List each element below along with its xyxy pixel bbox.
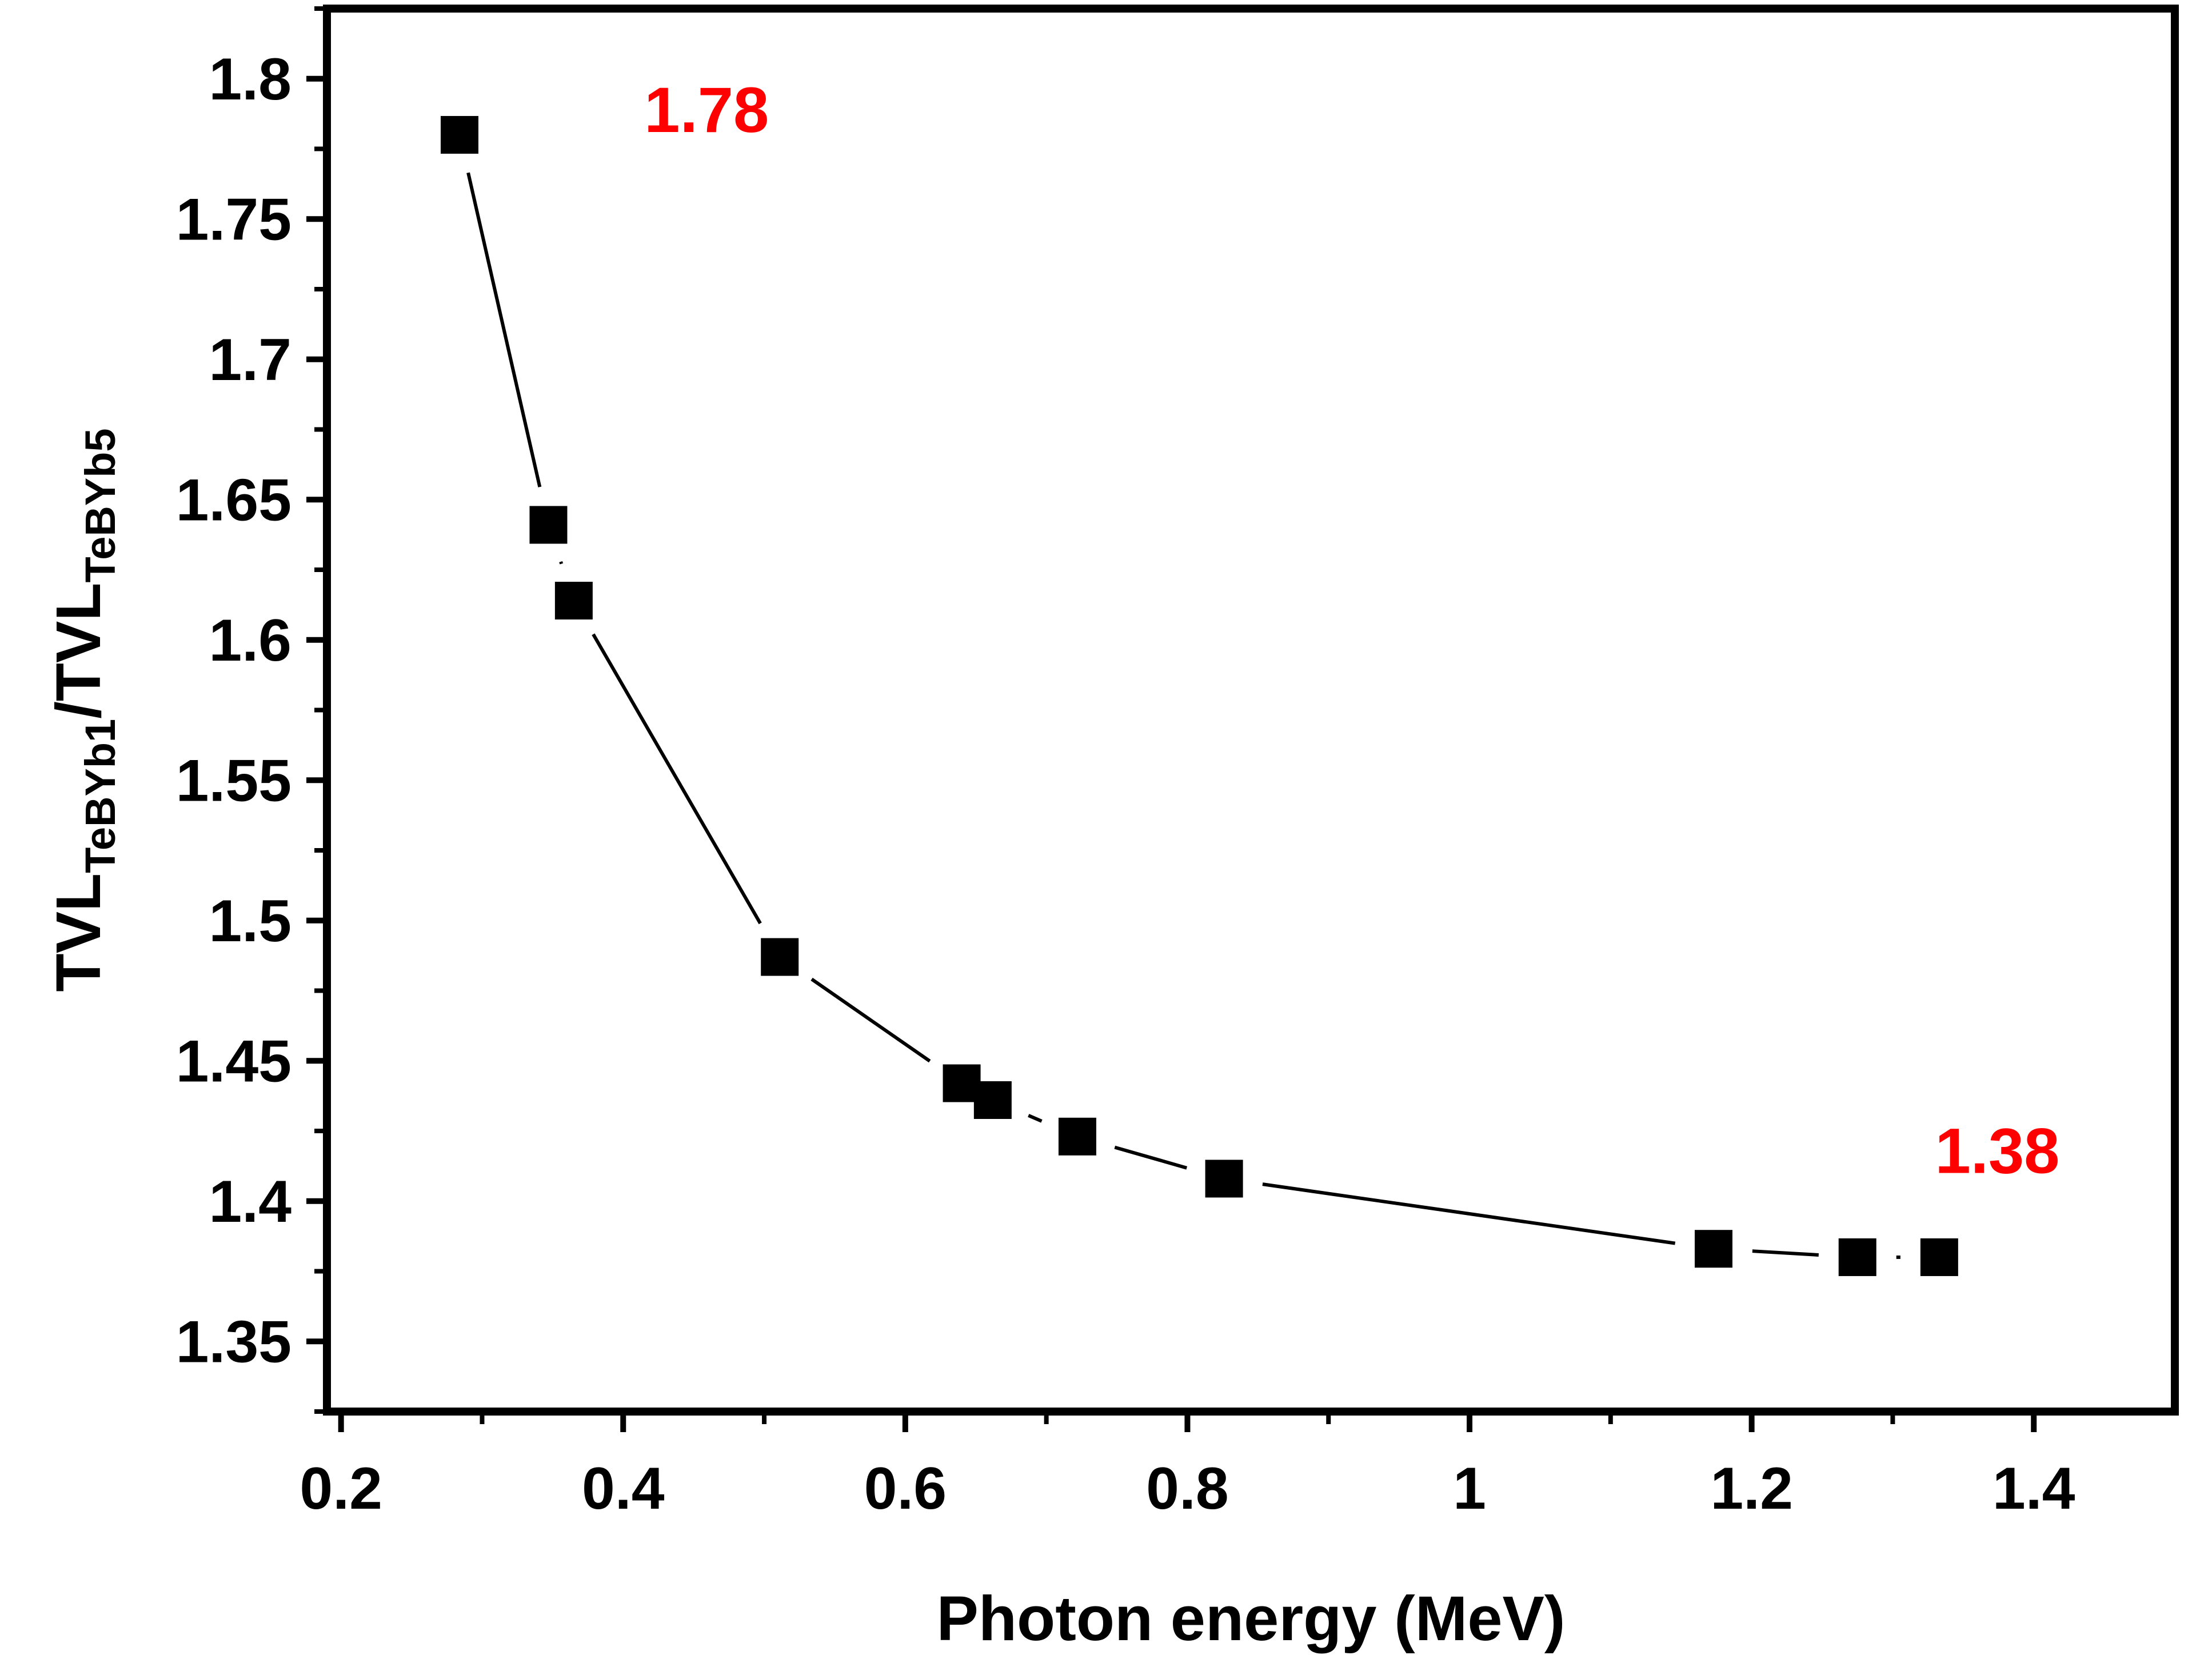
y-axis-ticks: 1.35 1.4 1.45 1.5 1.55 1.6 1.65 1.7 1.75 1.8 bbox=[176, 6, 327, 1414]
series-line-segment bbox=[1114, 1145, 1188, 1170]
data-point bbox=[554, 582, 593, 620]
y-tick-label: 1.6 bbox=[209, 607, 292, 674]
x-tick-label: 1.4 bbox=[1993, 1456, 2075, 1522]
data-point bbox=[761, 938, 799, 976]
y-axis-title-part: /TVL bbox=[43, 582, 114, 718]
x-axis-ticks: 0.2 0.4 0.6 0.8 1 1.2 1.4 bbox=[300, 1412, 2075, 1522]
data-point bbox=[1838, 1238, 1876, 1276]
x-axis-title: Photon energy (MeV) bbox=[936, 1584, 1565, 1654]
x-tick-label: 1 bbox=[1453, 1456, 1486, 1522]
data-point bbox=[440, 115, 478, 154]
y-tick-label: 1.4 bbox=[209, 1169, 292, 1235]
y-tick-label: 1.7 bbox=[209, 327, 292, 393]
series-line-segment bbox=[1752, 1249, 1819, 1257]
data-label: 1.38 bbox=[1935, 1116, 2059, 1187]
y-axis-title: TVLTeBYb1/TVLTeBYb5 bbox=[43, 428, 124, 992]
x-tick-label: 1.2 bbox=[1710, 1456, 1793, 1522]
y-tick-label: 1.35 bbox=[176, 1309, 292, 1375]
data-point bbox=[1920, 1238, 1958, 1276]
y-axis-title-part: TVL bbox=[43, 873, 114, 992]
y-tick-label: 1.8 bbox=[209, 46, 292, 113]
data-point bbox=[973, 1081, 1012, 1119]
series-line-segment bbox=[810, 977, 931, 1063]
data-label: 1.78 bbox=[644, 74, 769, 146]
series-line-segment bbox=[1262, 1182, 1676, 1245]
data-point bbox=[1205, 1160, 1243, 1198]
data-point bbox=[1058, 1117, 1096, 1156]
y-tick-label: 1.5 bbox=[209, 888, 292, 954]
y-axis-title-subscript: TeBYb5 bbox=[77, 428, 124, 582]
x-tick-label: 0.8 bbox=[1146, 1456, 1229, 1522]
x-tick-label: 0.2 bbox=[300, 1456, 382, 1522]
y-tick-label: 1.65 bbox=[176, 467, 292, 533]
plot-frame bbox=[323, 5, 2179, 1416]
data-point bbox=[529, 506, 568, 544]
data-point bbox=[1694, 1230, 1732, 1268]
y-tick-label: 1.75 bbox=[176, 186, 292, 253]
series-line bbox=[466, 172, 1900, 1259]
y-tick-label: 1.55 bbox=[176, 747, 292, 814]
series-markers bbox=[440, 115, 1958, 1276]
annotations: 1.78 1.38 bbox=[644, 74, 2059, 1187]
series-line-segment bbox=[592, 633, 762, 925]
x-tick-label: 0.6 bbox=[864, 1456, 947, 1522]
x-tick-label: 0.4 bbox=[582, 1456, 665, 1522]
series-line-segment bbox=[1028, 1114, 1043, 1123]
series-line-segment bbox=[466, 172, 542, 487]
y-tick-label: 1.45 bbox=[176, 1028, 292, 1094]
y-axis-title-subscript: TeBYb1 bbox=[77, 719, 124, 873]
